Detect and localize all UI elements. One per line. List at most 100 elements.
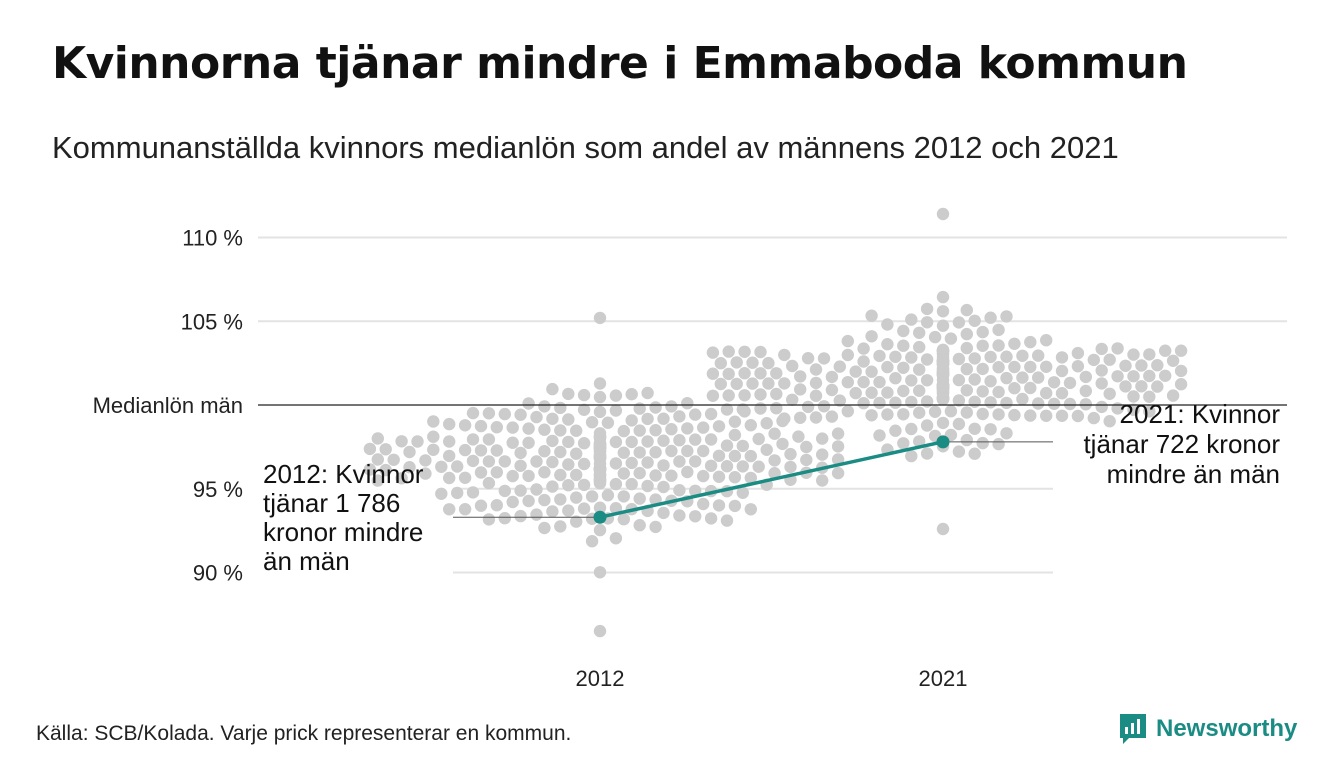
municipality-dot [577, 388, 591, 402]
municipality-dot [657, 506, 670, 520]
municipality-dot [522, 494, 535, 508]
municipality-dot [1055, 364, 1069, 378]
beeswarm-chart: 110 % 105 % Medianlön män 95 % 90 % 2012 2021 2… [93, 207, 1287, 691]
municipality-dot [673, 410, 686, 423]
municipality-dot [817, 400, 831, 413]
municipality-dot [601, 489, 615, 502]
municipality-dot [1159, 369, 1172, 382]
municipality-dot [633, 492, 646, 505]
municipality-dot [514, 484, 527, 497]
municipality-dot [371, 453, 384, 466]
municipality-dot [833, 394, 846, 407]
municipality-dot [800, 440, 813, 454]
municipality-dot [1103, 387, 1116, 400]
municipality-dot [482, 433, 496, 446]
municipality-dot [593, 377, 607, 390]
municipality-dot [905, 422, 918, 436]
municipality-dot [427, 415, 440, 428]
municipality-dot [913, 340, 926, 354]
municipality-dot [960, 406, 973, 419]
municipality-dot [960, 433, 973, 447]
municipality-dot [712, 470, 726, 483]
municipality-dot [665, 423, 678, 436]
municipality-dot [873, 349, 886, 363]
municipality-dot [976, 362, 989, 376]
municipality-dot [641, 435, 654, 448]
municipality-dot [881, 408, 894, 421]
municipality-dot [722, 389, 735, 402]
x-tick-label: 2012 [576, 666, 625, 691]
municipality-dot [1143, 348, 1156, 361]
municipality-dot [625, 456, 638, 470]
municipality-dot [754, 388, 767, 401]
municipality-dot [1127, 390, 1140, 403]
municipality-dot [466, 433, 480, 446]
municipality-dot [522, 397, 535, 410]
municipality-dot [474, 466, 488, 479]
municipality-dot [1016, 392, 1029, 406]
municipality-dot [474, 499, 488, 512]
municipality-dot [681, 444, 694, 458]
municipality-dot [1008, 360, 1021, 374]
municipality-dot [689, 455, 702, 468]
municipality-dot [562, 479, 575, 492]
municipality-dot [498, 484, 511, 498]
municipality-dot [1079, 384, 1093, 398]
municipality-dot [1055, 387, 1069, 400]
municipality-dot [609, 457, 623, 470]
municipality-dot [992, 385, 1005, 399]
municipality-dot [554, 520, 567, 533]
municipality-dot [714, 377, 727, 391]
municipality-dot [395, 435, 408, 448]
municipality-dot [944, 332, 958, 345]
municipality-dot [387, 453, 400, 466]
municipality-dot [825, 370, 839, 384]
municipality-dot [1032, 397, 1045, 410]
municipality-dot [976, 407, 989, 421]
municipality-dot [857, 342, 870, 355]
municipality-dot [1071, 346, 1085, 360]
municipality-dot [801, 352, 815, 365]
municipality-dot [720, 403, 734, 416]
municipality-dot [419, 467, 432, 480]
municipality-dot [593, 566, 607, 579]
municipality-dot [633, 402, 646, 415]
y-tick-label: Medianlön män [93, 393, 243, 418]
municipality-dot [992, 323, 1005, 337]
municipality-dot [952, 316, 966, 329]
municipality-dot [936, 522, 950, 536]
municipality-dot [960, 384, 973, 397]
highlight-group [453, 435, 1053, 524]
municipality-dot [976, 325, 989, 339]
municipality-dot [1000, 310, 1013, 323]
municipality-dot [458, 443, 472, 457]
municipality-dot [1000, 396, 1013, 410]
municipality-dot [744, 419, 757, 432]
municipality-dot [1047, 376, 1061, 389]
municipality-dot [371, 432, 384, 445]
municipality-dot [889, 396, 902, 409]
municipality-dot [976, 436, 989, 450]
municipality-dot [984, 350, 997, 364]
municipality-dot [1055, 409, 1069, 422]
municipality-dot [704, 459, 718, 472]
municipality-dot [697, 469, 710, 483]
municipality-dot [913, 435, 926, 448]
municipality-dot [1079, 398, 1093, 411]
municipality-dot [482, 407, 496, 420]
municipality-dot [936, 393, 950, 406]
municipality-dot [506, 436, 519, 449]
municipality-dot [617, 467, 630, 480]
municipality-dot [936, 416, 950, 430]
annotation-2012-line: 2012: Kvinnor [263, 459, 424, 489]
municipality-dot [881, 338, 894, 351]
municipality-dot [952, 445, 966, 458]
municipality-dot [744, 449, 757, 463]
municipality-dot [1040, 386, 1053, 400]
municipality-dot [728, 499, 742, 513]
municipality-dot [1055, 351, 1069, 364]
municipality-dot [889, 372, 902, 385]
annotation-2012-line: kronor mindre [263, 517, 423, 547]
municipality-dot [1071, 360, 1085, 373]
annotation-2012: 2012: Kvinnor tjänar 1 786 kronor mindre än… [263, 459, 424, 576]
